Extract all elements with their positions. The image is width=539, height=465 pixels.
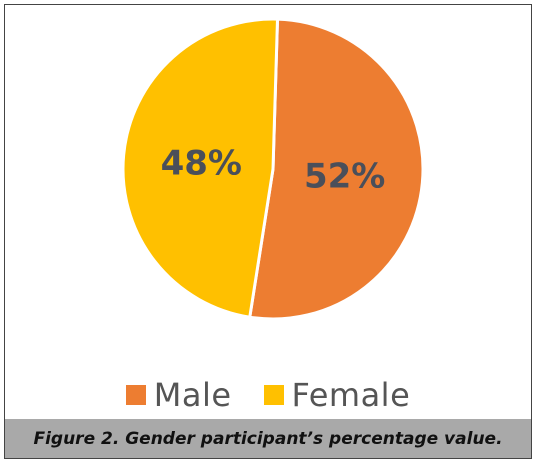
pie-slice-female bbox=[121, 17, 280, 319]
pie-slice-male bbox=[248, 17, 425, 321]
pie-label-female: 48% bbox=[161, 143, 242, 183]
legend-item-male: Male bbox=[125, 376, 232, 414]
pie-chart: 52% 48% bbox=[121, 17, 425, 321]
legend-swatch-female bbox=[263, 385, 284, 405]
legend-item-female: Female bbox=[263, 376, 411, 414]
legend-label-male: Male bbox=[153, 376, 232, 414]
pie-slices bbox=[121, 17, 425, 321]
chart-legend: Male Female bbox=[5, 373, 531, 417]
figure-frame: 52% 48% Male Female Figure 2. Gender part… bbox=[4, 4, 532, 459]
caption-text: Figure 2. Gender participant’s percentag… bbox=[33, 428, 503, 449]
figure-caption: Figure 2. Gender participant’s percentag… bbox=[5, 419, 531, 458]
pie-label-male: 52% bbox=[304, 157, 385, 197]
legend-swatch-male bbox=[125, 385, 146, 405]
legend-label-female: Female bbox=[291, 376, 411, 414]
pie-value-labels: 52% 48% bbox=[161, 143, 386, 196]
